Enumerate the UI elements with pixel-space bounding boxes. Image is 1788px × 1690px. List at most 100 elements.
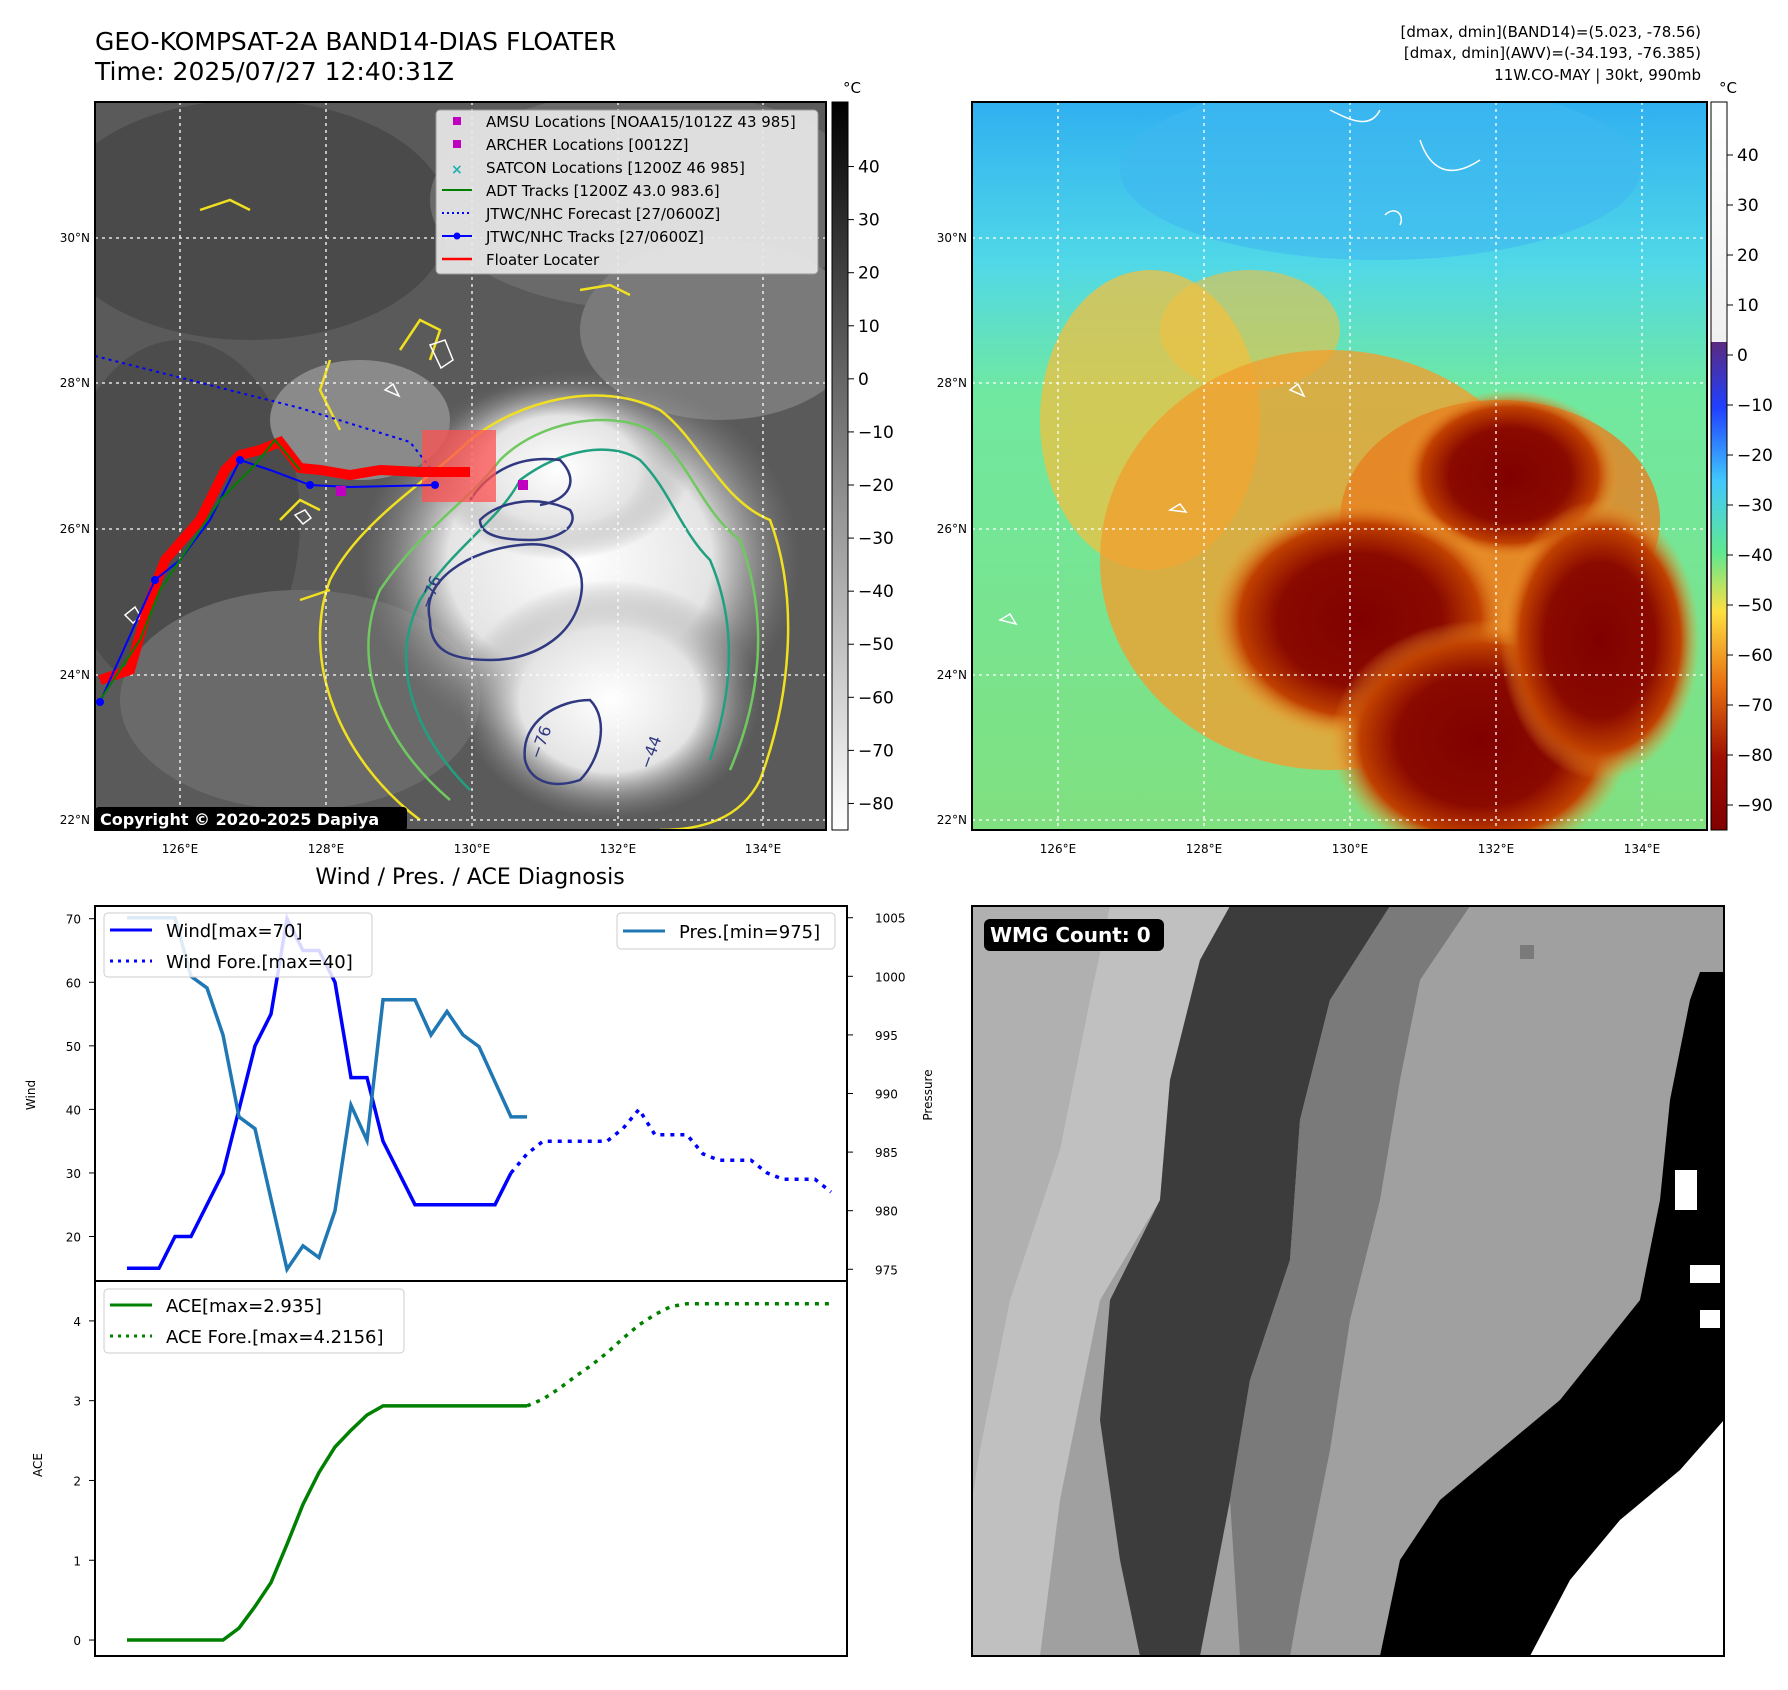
wmg-panel: WMG Count: 0: [971, 905, 1725, 1657]
lat-label: 26°N: [937, 522, 967, 536]
amsu-marker: [518, 480, 528, 490]
jtwc-forecast-line: [95, 355, 433, 471]
info-line-2: [dmax, dmin](AWV)=(-34.193, -76.385): [1404, 44, 1701, 62]
info-line-1: [dmax, dmin](BAND14)=(5.023, -78.56): [1401, 23, 1701, 41]
floater-box: [422, 430, 496, 502]
lat-label: 28°N: [60, 376, 90, 390]
ace-chart: 0 1 2 3 4 ACE ACE[max=2.935] ACE Fore.[max=4…: [31, 1280, 848, 1657]
awv-colorbar-tick-label: −10: [1737, 396, 1773, 416]
awv-colorbar-tick-label: 0: [1737, 346, 1748, 366]
lat-label: 26°N: [60, 522, 90, 536]
ace-ylabel: ACE: [31, 1453, 45, 1477]
lon-label: 130°E: [454, 842, 491, 856]
lon-label: 132°E: [1478, 842, 1515, 856]
wind-pres-chart: 20 30 40 50 60 70 975 980 985 990 995 1000 1005 Wind…: [24, 905, 935, 1282]
legend-wind-label: Wind[max=70]: [166, 921, 303, 942]
awv-colorbar: [1710, 101, 1728, 831]
ir-panel: −76 −76 −44 −47 AMSU Locations [NOAA15/1…: [94, 79, 894, 831]
lon-label: 130°E: [1332, 842, 1369, 856]
lat-label: 24°N: [937, 668, 967, 682]
ir-colorbar-ticks: 40 30 20 10 0 −10 −20 −30 −40 −50 −60 −70 −80: [848, 158, 894, 814]
legend-label-floater: Floater Locater: [486, 251, 600, 269]
lon-label: 134°E: [745, 842, 782, 856]
ir-colorbar-tick-label: −40: [858, 582, 894, 602]
awv-colorbar-ticks: 40 30 20 10 0 −10 −20 −30 −40 −50 −60 −70 −80 −90: [1727, 146, 1773, 816]
archer-marker: [336, 486, 346, 496]
lon-label: 128°E: [308, 842, 345, 856]
wmg-badge-bg: [984, 919, 1164, 951]
wind-pres-ticks: 20 30 40 50 60 70 975 980 985 990 995 1000 1005: [66, 912, 906, 1278]
ir-colorbar-tick-label: 40: [858, 158, 880, 178]
lat-label: 30°N: [937, 231, 967, 245]
awv-panel: °C 40 30 20 10 0 −10 −20 −30 −40 −50 −60 −70 −80 −90: [971, 79, 1773, 831]
ir-colorbar-tick-label: −60: [858, 688, 894, 708]
y2-tick-label: 985: [875, 1146, 898, 1160]
lon-label: 128°E: [1186, 842, 1223, 856]
legend-pres-label: Pres.[min=975]: [679, 922, 820, 943]
ir-legend: AMSU Locations [NOAA15/1012Z 43 985] ARC…: [435, 109, 819, 275]
legend-ace-fore-label: ACE Fore.[max=4.2156]: [166, 1327, 384, 1348]
ir-colorbar-tick-label: −80: [858, 794, 894, 814]
legend-label-forecast: JTWC/NHC Forecast [27/0600Z]: [485, 205, 720, 223]
legend-label-adt: ADT Tracks [1200Z 43.0 983.6]: [486, 182, 720, 200]
red-track: [98, 435, 470, 685]
awv-colorbar-tick-label: 10: [1737, 296, 1759, 316]
y-tick-label: 50: [66, 1040, 81, 1054]
y-tick-label: 2: [73, 1474, 81, 1488]
legend-label-amsu: AMSU Locations [NOAA15/1012Z 43 985]: [486, 113, 796, 131]
y-tick-label: 60: [66, 976, 81, 990]
legend-marker-amsu: [453, 117, 461, 125]
pressure-ylabel: Pressure: [921, 1069, 935, 1120]
lat-label: 28°N: [937, 376, 967, 390]
y-tick-label: 4: [73, 1315, 81, 1329]
ir-colorbar-unit: °C: [843, 79, 861, 97]
lon-label: 134°E: [1624, 842, 1661, 856]
awv-colorbar-tick-label: −50: [1737, 596, 1773, 616]
y-tick-label: 70: [66, 913, 81, 927]
figure-title: GEO-KOMPSAT-2A BAND14-DIAS FLOATER: [95, 27, 616, 56]
legend-marker-satcon: ×: [451, 162, 463, 178]
series-line-1: [509, 1106, 833, 1194]
lon-label: 132°E: [600, 842, 637, 856]
lat-label: 30°N: [60, 231, 90, 245]
wind-legend: Wind[max=70] Wind Fore.[max=40]: [103, 912, 373, 978]
copyright-badge: [95, 807, 407, 831]
ir-colorbar-tick-label: 10: [858, 317, 880, 337]
wind-ylabel: Wind: [24, 1080, 38, 1110]
awv-colorbar-tick-label: 40: [1737, 146, 1759, 166]
ace-legend: ACE[max=2.935] ACE Fore.[max=4.2156]: [103, 1288, 405, 1354]
legend-wind-fore-label: Wind Fore.[max=40]: [166, 952, 353, 973]
legend-marker-archer: [453, 140, 461, 148]
ir-colorbar-tick-label: −20: [858, 476, 894, 496]
diag-title: Wind / Pres. / ACE Diagnosis: [315, 865, 624, 890]
ir-colorbar: [831, 101, 849, 831]
awv-colorbar-tick-label: −90: [1737, 796, 1773, 816]
ir-colorbar-tick-label: −50: [858, 635, 894, 655]
awv-colorbar-tick-label: −20: [1737, 446, 1773, 466]
awv-colorbar-tick-label: 20: [1737, 246, 1759, 266]
ir-colorbar-tick-label: 30: [858, 211, 880, 231]
ir-colorbar-tick-label: 0: [858, 370, 869, 390]
ir-colorbar-tick-label: −10: [858, 423, 894, 443]
series-line-1: [526, 1301, 831, 1408]
awv-colorbar-tick-label: −60: [1737, 646, 1773, 666]
y2-tick-label: 975: [875, 1263, 898, 1277]
legend-ace-label: ACE[max=2.935]: [166, 1296, 322, 1317]
info-line-3: 11W.CO-MAY | 30kt, 990mb: [1494, 66, 1701, 84]
map-axis-labels: 30°N 28°N 26°N 24°N 22°N 126°E 128°E 130°E 132°E…: [60, 231, 1661, 856]
awv-colorbar-tick-label: −70: [1737, 696, 1773, 716]
pres-legend: Pres.[min=975]: [616, 912, 836, 950]
awv-colorbar-tick-label: −80: [1737, 746, 1773, 766]
awv-colorbar-tick-label: −40: [1737, 546, 1773, 566]
legend-label-satcon: SATCON Locations [1200Z 46 985]: [486, 159, 745, 177]
lon-label: 126°E: [1040, 842, 1077, 856]
lat-label: 22°N: [60, 813, 90, 827]
legend-label-tracks: JTWC/NHC Tracks [27/0600Z]: [485, 228, 704, 246]
y2-tick-label: 1005: [875, 912, 906, 926]
lat-label: 22°N: [937, 813, 967, 827]
ace-ticks: 0 1 2 3 4: [73, 1315, 95, 1648]
ir-colorbar-tick-label: 20: [858, 264, 880, 284]
adt-track-line: [99, 438, 301, 701]
y2-tick-label: 980: [875, 1205, 898, 1219]
